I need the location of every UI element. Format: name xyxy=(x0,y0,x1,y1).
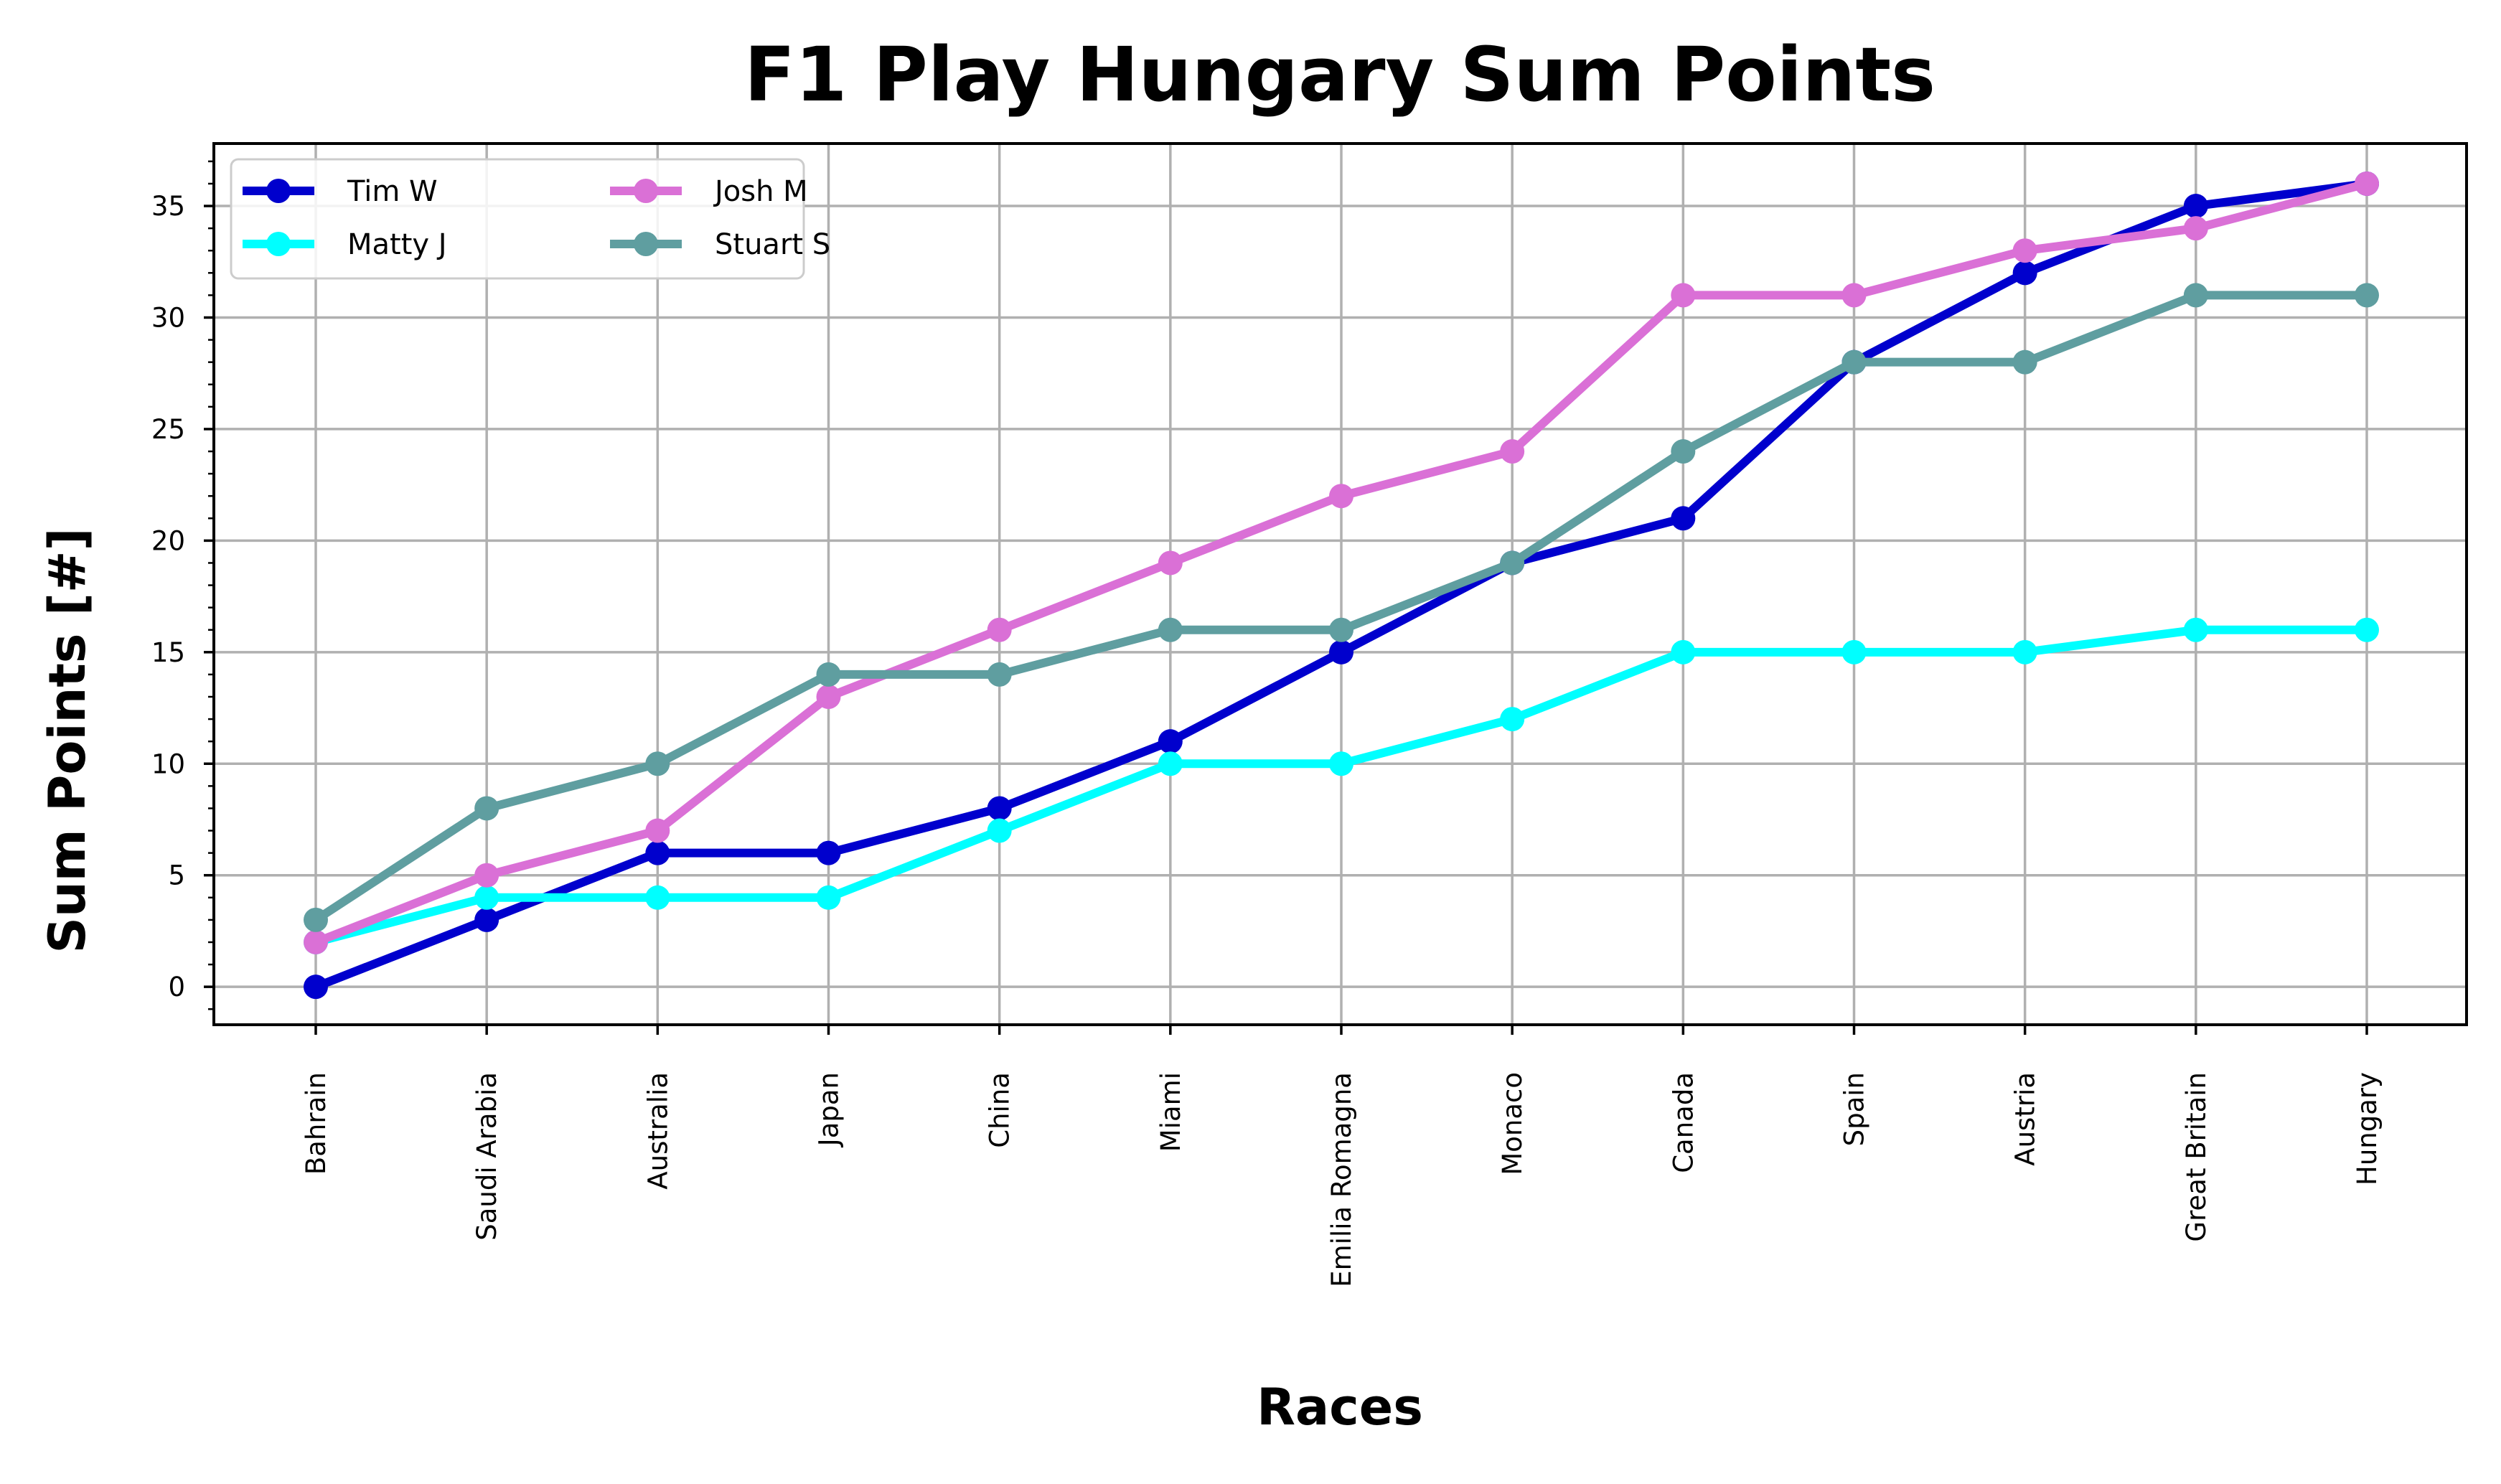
data-point xyxy=(816,840,841,865)
data-point xyxy=(816,684,841,709)
x-tick-label: Canada xyxy=(1668,1072,1699,1173)
data-point xyxy=(1500,550,1525,576)
x-tick-label: China xyxy=(985,1072,1015,1148)
data-point xyxy=(987,796,1012,821)
data-point xyxy=(1329,751,1353,776)
data-point xyxy=(1841,283,1867,308)
legend-entry: Matty J xyxy=(243,228,447,261)
data-point xyxy=(987,662,1012,687)
data-point xyxy=(1329,484,1353,509)
data-point xyxy=(2355,171,2379,196)
data-point xyxy=(1671,639,1696,664)
y-axis-label: Sum Points [#] xyxy=(38,528,97,954)
data-point xyxy=(474,796,499,821)
data-point xyxy=(2012,349,2037,375)
data-point xyxy=(1329,639,1353,664)
data-point xyxy=(645,751,670,776)
x-tick-label: Emilia Romagna xyxy=(1326,1072,1357,1287)
data-point xyxy=(987,818,1012,843)
legend-label: Matty J xyxy=(347,228,447,261)
legend-entry: Josh M xyxy=(610,175,808,208)
data-point xyxy=(1158,617,1183,642)
legend-marker xyxy=(266,179,291,203)
data-point xyxy=(816,662,841,687)
data-point xyxy=(645,840,670,865)
data-point xyxy=(474,885,499,910)
data-point xyxy=(2183,283,2208,308)
legend-label: Tim W xyxy=(347,175,438,208)
data-point xyxy=(2012,260,2037,286)
x-axis-label: Races xyxy=(1257,1378,1423,1437)
x-tick-label: Great Britain xyxy=(2181,1072,2212,1242)
data-point xyxy=(304,929,328,954)
data-point xyxy=(2183,617,2208,642)
data-point xyxy=(2012,639,2037,664)
x-tick-label: Hungary xyxy=(2352,1072,2383,1185)
data-point xyxy=(645,885,670,910)
series-layer xyxy=(304,171,2379,1000)
data-point xyxy=(1158,550,1183,576)
legend-entry: Tim W xyxy=(243,175,438,208)
x-tick-label: Miami xyxy=(1155,1072,1186,1152)
x-tick-label: Japan xyxy=(814,1072,845,1147)
y-tick-label: 20 xyxy=(151,525,185,556)
chart-title: F1 Play Hungary Sum Points xyxy=(744,31,1935,118)
data-point xyxy=(474,907,499,932)
data-point xyxy=(2355,283,2379,308)
data-point xyxy=(1671,506,1696,531)
x-tick-label: Monaco xyxy=(1497,1072,1528,1175)
data-point xyxy=(2183,216,2208,241)
legend-entry: Stuart S xyxy=(610,228,830,261)
data-point xyxy=(1500,707,1525,732)
data-point xyxy=(304,975,328,1000)
legend-marker xyxy=(266,232,291,256)
legend-label: Stuart S xyxy=(715,228,830,261)
data-point xyxy=(2012,238,2037,263)
legend-marker xyxy=(634,232,658,256)
y-tick-label: 35 xyxy=(151,191,185,222)
data-point xyxy=(1500,439,1525,464)
data-point xyxy=(645,818,670,843)
data-point xyxy=(1841,639,1867,664)
x-tick-label: Saudi Arabia xyxy=(471,1072,502,1241)
y-tick-label: 5 xyxy=(168,860,185,891)
data-point xyxy=(2355,617,2379,642)
series-stuart-s xyxy=(304,283,2379,932)
data-point xyxy=(1671,439,1696,464)
x-tick-label: Spain xyxy=(1839,1072,1870,1146)
data-point xyxy=(1158,729,1183,754)
series-josh-m xyxy=(304,171,2379,954)
data-point xyxy=(2183,194,2208,219)
data-point xyxy=(1158,751,1183,776)
legend-label: Josh M xyxy=(713,175,808,208)
y-tick-label: 30 xyxy=(151,302,185,333)
y-tick-label: 10 xyxy=(151,748,185,779)
data-point xyxy=(304,907,328,932)
legend-marker xyxy=(634,179,658,203)
legend: Tim W Matty J Josh M Stuart S xyxy=(230,158,830,280)
y-tick-label: 15 xyxy=(151,637,185,668)
data-point xyxy=(1841,349,1867,375)
y-tick-label: 0 xyxy=(168,972,185,1002)
data-point xyxy=(474,863,499,888)
data-point xyxy=(816,885,841,910)
data-point xyxy=(987,617,1012,642)
x-tick-label: Austria xyxy=(2010,1072,2041,1166)
data-point xyxy=(1329,617,1353,642)
ticks: 0 5 10 15 20 25 30 35 Bahrain Saudi Arabia Austral… xyxy=(151,160,2383,1287)
x-tick-label: Bahrain xyxy=(301,1072,332,1175)
x-tick-label: Australia xyxy=(642,1072,673,1190)
y-tick-label: 25 xyxy=(151,414,185,445)
data-point xyxy=(1671,283,1696,308)
